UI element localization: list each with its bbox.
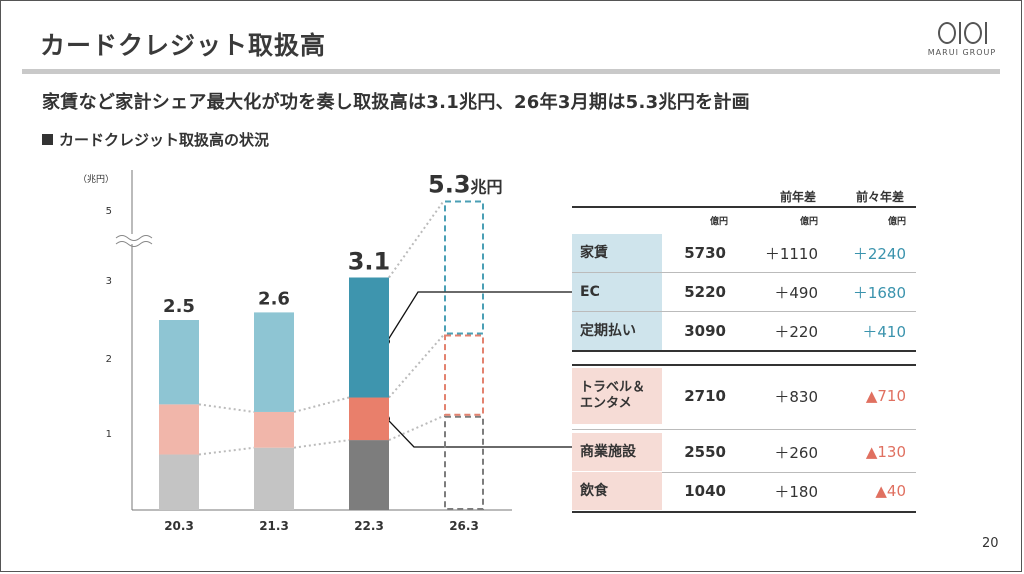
table-top-rule — [572, 206, 916, 208]
row-label: 飲食 — [572, 472, 662, 510]
row-label: 定期払い — [572, 312, 662, 350]
title-divider — [22, 69, 1000, 74]
marui-logo: MARUI GROUP — [922, 20, 1002, 66]
table-row: 定期払い 3090 ＋220 ＋410 — [572, 312, 916, 350]
unit-prev: 億円 — [800, 217, 819, 227]
row-value: 3090 — [684, 322, 726, 340]
row-two-year-diff: ＋410 — [862, 322, 906, 341]
row-divider — [572, 429, 916, 430]
breakdown-table: 前年差 前々年差 億円 億円 億円 家賃 5730 ＋1110 ＋2240 EC 5220… — [570, 186, 916, 516]
row-divider — [572, 311, 916, 312]
square-bullet-icon — [42, 134, 53, 145]
row-divider — [572, 472, 916, 473]
row-two-year-diff: ▲130 — [865, 443, 906, 461]
col-head-prev2: 前々年差 — [856, 190, 905, 204]
row-yoy-diff: ＋490 — [774, 283, 818, 302]
row-yoy-diff: ＋180 — [774, 482, 818, 501]
unit-value: 億円 — [710, 217, 729, 227]
table-row: 飲食 1040 ＋180 ▲40 — [572, 472, 916, 510]
col-head-prev: 前年差 — [780, 190, 817, 204]
row-value: 5220 — [684, 283, 726, 301]
row-label: 家賃 — [572, 234, 662, 272]
row-value: 2710 — [684, 387, 726, 405]
row-value: 1040 — [684, 482, 726, 500]
row-yoy-diff: ＋220 — [774, 322, 818, 341]
unit-prev2: 億円 — [888, 217, 907, 227]
table-row: 家賃 5730 ＋1110 ＋2240 — [572, 234, 916, 272]
table-row: EC 5220 ＋490 ＋1680 — [572, 273, 916, 311]
row-label: トラベル＆エンタメ — [572, 368, 662, 424]
row-label: 商業施設 — [572, 433, 662, 471]
row-divider — [572, 272, 916, 273]
page-number: 20 — [982, 536, 999, 551]
row-two-year-diff: ▲40 — [875, 482, 906, 500]
row-value: 5730 — [684, 244, 726, 262]
row-yoy-diff: ＋260 — [774, 443, 818, 462]
section-heading: カードクレジット取扱高の状況 — [42, 129, 269, 150]
table-row: トラベル＆エンタメ 2710 ＋830 ▲710 — [572, 368, 916, 424]
section-heading-text: カードクレジット取扱高の状況 — [59, 131, 270, 149]
row-two-year-diff: ＋2240 — [852, 244, 906, 263]
group-bottom-rule — [572, 350, 916, 352]
row-yoy-diff: ＋830 — [774, 387, 818, 406]
row-value: 2550 — [684, 443, 726, 461]
table-row: 商業施設 2550 ＋260 ▲130 — [572, 433, 916, 471]
logo-text: MARUI GROUP — [927, 48, 997, 57]
group-top-rule — [572, 364, 916, 366]
logo-mark — [922, 20, 1002, 46]
headline: 家賃など家計シェア最大化が功を奏し取扱高は3.1兆円、26年3月期は5.3兆円を… — [42, 92, 750, 113]
page-title: カードクレジット取扱高 — [40, 31, 327, 60]
row-two-year-diff: ＋1680 — [852, 283, 906, 302]
row-yoy-diff: ＋1110 — [764, 244, 818, 263]
group-bottom-rule — [572, 511, 916, 513]
row-two-year-diff: ▲710 — [865, 387, 906, 405]
row-label: EC — [572, 273, 662, 311]
